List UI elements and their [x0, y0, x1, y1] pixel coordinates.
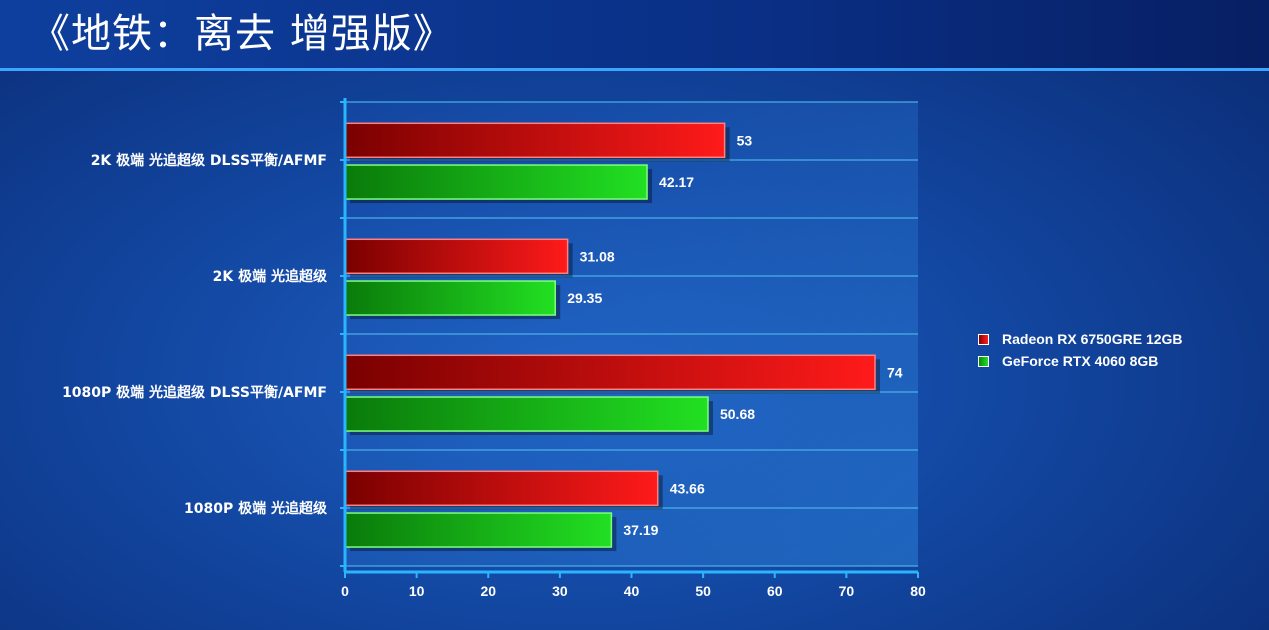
title-divider [0, 68, 1269, 71]
bar-geforce [344, 512, 613, 548]
legend-swatch-red [978, 333, 989, 345]
category-label: 2K 极端 光追超级 [213, 268, 328, 285]
title-bar [0, 0, 1269, 68]
x-tick-label: 40 [624, 583, 640, 599]
x-tick-label: 10 [409, 583, 425, 599]
x-tick-label: 70 [839, 583, 855, 599]
value-label: 50.68 [720, 406, 755, 422]
x-tick-label: 0 [341, 583, 349, 599]
value-label: 37.19 [623, 522, 658, 538]
x-tick-label: 80 [910, 583, 926, 599]
legend-label-radeon: Radeon RX 6750GRE 12GB [1002, 331, 1183, 347]
page-title: 《地铁：离去 增强版》 [30, 11, 454, 57]
bar-radeon [344, 470, 659, 507]
bar-radeon [344, 354, 876, 391]
legend-item-radeon: Radeon RX 6750GRE 12GB [978, 328, 1183, 350]
value-label: 29.35 [567, 290, 602, 306]
category-label: 1080P 极端 光追超级 DLSS平衡/AFMF [62, 384, 327, 401]
chart-legend: Radeon RX 6750GRE 12GB GeForce RTX 4060 … [978, 328, 1183, 372]
bar-geforce [344, 164, 648, 200]
bar-radeon [344, 238, 569, 275]
legend-label-geforce: GeForce RTX 4060 8GB [1002, 353, 1159, 369]
bar-geforce [344, 396, 709, 432]
value-label: 42.17 [659, 174, 694, 190]
x-tick-label: 60 [767, 583, 783, 599]
category-label: 1080P 极端 光追超级 [184, 500, 328, 517]
legend-swatch-green [978, 355, 989, 367]
category-label: 2K 极端 光追超级 DLSS平衡/AFMF [91, 152, 327, 169]
value-label: 74 [887, 364, 903, 380]
legend-item-geforce: GeForce RTX 4060 8GB [978, 350, 1183, 372]
x-tick-label: 30 [552, 583, 568, 599]
value-label: 31.08 [580, 248, 615, 264]
bar-geforce [344, 280, 556, 316]
x-tick-label: 20 [480, 583, 496, 599]
x-tick-label: 50 [695, 583, 711, 599]
value-label: 53 [737, 132, 753, 148]
bar-radeon [344, 122, 726, 159]
value-label: 43.66 [670, 480, 705, 496]
